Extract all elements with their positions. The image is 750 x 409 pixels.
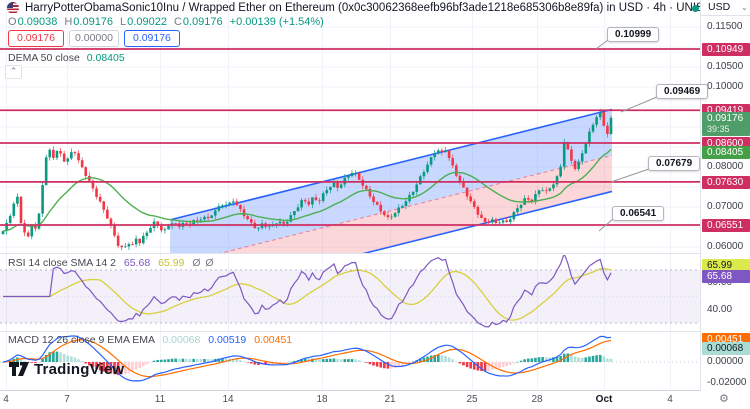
legend-collapse-button[interactable]: ⌃ xyxy=(5,65,22,79)
low-label: L xyxy=(120,16,127,28)
macd-hist-value: 0.00068 xyxy=(162,334,201,346)
price-axis-badge: 0.06551 xyxy=(702,218,750,232)
buy-price-button[interactable]: 0.09176 xyxy=(123,30,180,47)
price-axis-label: 0.10500 xyxy=(707,61,744,72)
macd-signal-value: 0.00451 xyxy=(254,334,293,346)
time-axis-label: 28 xyxy=(531,394,543,405)
open-value: 0.09038 xyxy=(17,16,58,28)
macd-legend[interactable]: MACD 12 26 close 9 EMA EMA 0.00068 0.005… xyxy=(8,334,292,346)
time-axis-label: 4 xyxy=(667,394,673,405)
price-axis-label: 0.00000 xyxy=(707,356,744,367)
price-axis[interactable]: USD ⌄ 0.115000.105000.100000.080000.0750… xyxy=(700,0,750,409)
time-axis-label: 7 xyxy=(64,394,70,405)
tradingview-logo[interactable]: TradingView xyxy=(8,360,124,378)
time-axis-label: 18 xyxy=(316,394,328,405)
low-value: 0.09022 xyxy=(127,16,167,28)
price-callout[interactable]: 0.06541 xyxy=(612,206,665,221)
settings-gear-icon[interactable]: ⚙ xyxy=(719,393,729,405)
close-value: 0.09176 xyxy=(182,16,223,28)
quote-buttons: 0.09176 0.00000 0.09176 xyxy=(8,30,180,47)
time-axis-label: 25 xyxy=(466,394,478,405)
price-axis-label: 40.00 xyxy=(707,304,733,315)
tradingview-logo-text: TradingView xyxy=(34,360,125,378)
sell-price-button[interactable]: 0.09176 xyxy=(8,30,64,47)
close-label: C xyxy=(173,16,182,28)
macd-line-value: 0.00519 xyxy=(208,334,247,346)
change-value: +0.00139 (+1.54%) xyxy=(229,16,324,28)
empty-set-icon: Ø xyxy=(192,257,201,269)
chevron-up-icon: ⌃ xyxy=(9,66,18,76)
axis-currency-dropdown[interactable]: USD ⌄ xyxy=(701,0,750,16)
symbol-title[interactable]: HarryPotterObamaSonic10Inu / Wrapped Eth… xyxy=(25,2,750,14)
time-axis-label: 4 xyxy=(3,394,9,405)
price-axis-badge: 0.07630 xyxy=(702,175,750,189)
time-axis-label: 21 xyxy=(384,394,396,405)
price-axis-badge: 0.08405 xyxy=(702,145,750,159)
chevron-down-icon: ⌄ xyxy=(741,3,748,12)
dema-value: 0.08405 xyxy=(86,52,125,64)
time-axis-label: 14 xyxy=(222,394,234,405)
pane-separator[interactable] xyxy=(0,253,750,254)
currency-label: USD xyxy=(708,1,731,13)
market-status-dot xyxy=(692,5,699,12)
empty-set-icon: Ø xyxy=(205,257,214,269)
price-axis-label: 0.11500 xyxy=(707,21,743,32)
time-axis[interactable]: 4 7 11 14 18 21 25 28 Oct 4 xyxy=(0,391,750,409)
open-label: O xyxy=(8,16,17,28)
us-flag-icon xyxy=(7,2,19,14)
rsi-sma-value: 65.99 xyxy=(158,257,185,269)
price-axis-label: 60.00 xyxy=(707,277,733,288)
ohlc-row: O0.09038 H0.09176 L0.09022 C0.09176 +0.0… xyxy=(8,16,324,28)
price-axis-label: 0.10000 xyxy=(707,81,744,92)
high-label: H xyxy=(64,16,73,28)
price-axis-label: 0.08000 xyxy=(707,161,744,172)
dema-legend[interactable]: DEMA 50 close 0.08405 xyxy=(8,52,125,64)
time-axis-label: Oct xyxy=(595,394,613,405)
high-value: 0.09176 xyxy=(73,16,114,28)
price-callout[interactable]: 0.07679 xyxy=(648,156,701,171)
rsi-label: RSI 14 close SMA 14 2 xyxy=(8,257,116,269)
price-axis-badge: 0.09176 39:35 xyxy=(702,112,750,136)
price-axis-badge: 65.68 xyxy=(702,269,750,283)
macd-label: MACD 12 26 close 9 EMA EMA xyxy=(8,334,155,346)
spread-value: 0.00000 xyxy=(68,30,119,47)
price-axis-label: 0.06000 xyxy=(707,241,744,252)
rsi-value: 65.68 xyxy=(123,257,151,269)
price-axis-badge: 0.10949 xyxy=(702,42,750,56)
rsi-legend[interactable]: RSI 14 close SMA 14 2 65.68 65.99 Ø Ø xyxy=(8,257,214,269)
countdown-timer: 39:35 xyxy=(707,124,730,134)
price-callout[interactable]: 0.09469 xyxy=(656,84,709,99)
time-axis-separator xyxy=(0,390,750,391)
symbol-header[interactable]: HarryPotterObamaSonic10Inu / Wrapped Eth… xyxy=(7,2,750,14)
pane-separator[interactable] xyxy=(0,331,750,332)
tradingview-logo-mark xyxy=(9,362,29,376)
price-axis-label: 0.07000 xyxy=(707,201,744,212)
price-callout[interactable]: 0.10999 xyxy=(607,27,660,42)
price-axis-label: -0.02000 xyxy=(707,377,747,388)
price-axis-badge: 65.99 xyxy=(702,258,750,272)
dema-label: DEMA 50 close xyxy=(8,52,80,64)
time-axis-label: 11 xyxy=(154,394,166,405)
price-axis-badge: 0.00068 xyxy=(702,341,750,355)
